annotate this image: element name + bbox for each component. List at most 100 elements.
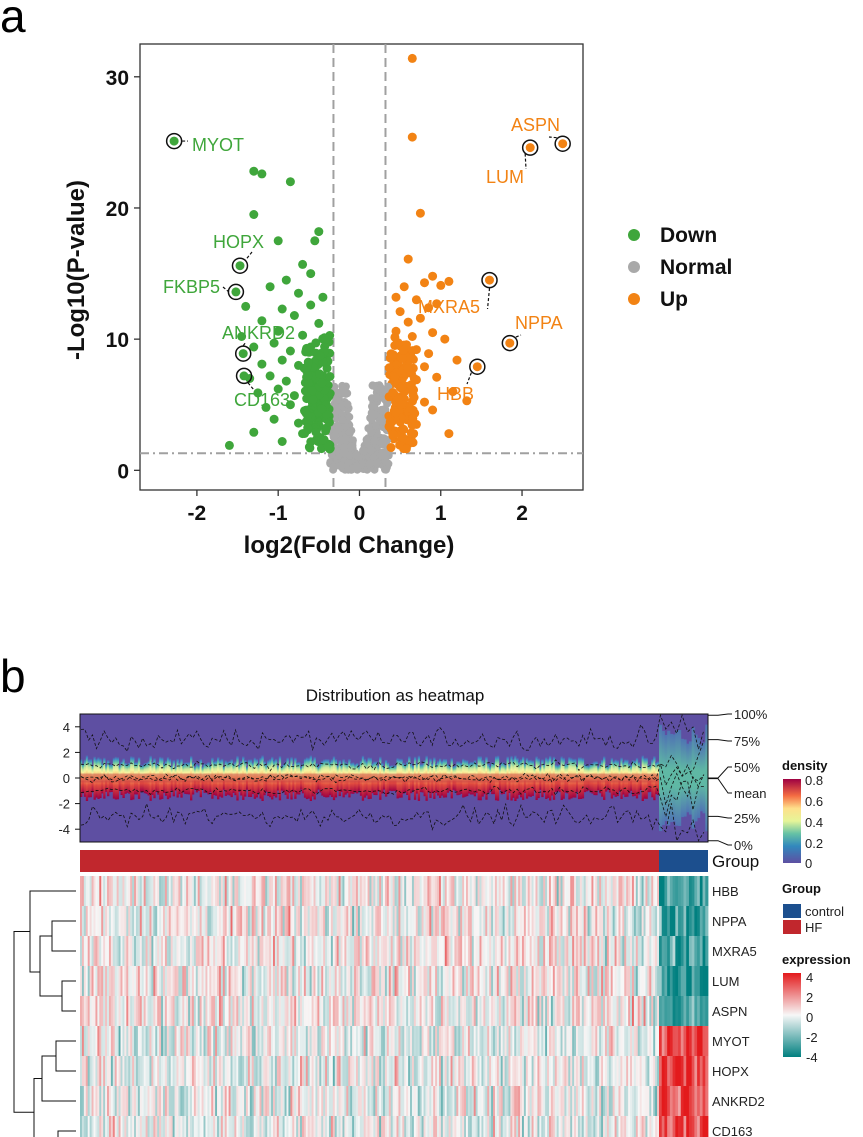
point-down: [266, 371, 275, 380]
expression-cell: [659, 1026, 662, 1056]
expression-cell: [692, 1026, 695, 1056]
point-up: [416, 209, 425, 218]
legend-swatch-normal: [628, 261, 640, 273]
expression-cell: [659, 1086, 662, 1116]
heatmap-title: Distribution as heatmap: [306, 686, 485, 705]
gene-row-label: CD163: [712, 1124, 752, 1137]
expression-cell: [697, 996, 700, 1026]
group-legend-title: Group: [782, 881, 821, 896]
density-legend: density 0.8 0.6 0.4 0.2 0: [782, 758, 828, 871]
group-legend-label-control: control: [805, 904, 844, 919]
point-up: [400, 282, 409, 291]
quantile-connector: [708, 740, 732, 741]
point-down: [303, 411, 312, 420]
expression-cell: [681, 1086, 684, 1116]
expression-cell: [694, 936, 697, 966]
expression-cell: [697, 1026, 700, 1056]
expression-cell: [705, 936, 708, 966]
group-legend-label-hf: HF: [805, 920, 822, 935]
density-column: [694, 735, 697, 822]
density-column: [686, 744, 689, 813]
expression-cell: [670, 996, 673, 1026]
expression-cell: [686, 876, 689, 906]
point-down: [249, 428, 258, 437]
quantile-label: 75%: [734, 734, 760, 749]
expression-cell: [675, 1056, 678, 1086]
point-down: [304, 358, 313, 367]
group-legend-swatch-hf: [783, 920, 801, 934]
expression-cell: [700, 996, 703, 1026]
panel-a-letter: a: [0, 0, 26, 42]
gene-label-myot: MYOT: [192, 135, 244, 155]
density-y-ticks: 420-2-4: [58, 720, 80, 837]
point-up: [407, 428, 416, 437]
point-up: [402, 444, 411, 453]
point-down: [278, 305, 287, 314]
quantile-label: mean: [734, 786, 767, 801]
expression-cell: [664, 1116, 667, 1137]
point-up: [526, 143, 535, 152]
group-legend: Group control HF: [782, 881, 844, 935]
volcano-legend: Down Normal Up: [628, 224, 732, 311]
expression-cell: [681, 906, 684, 936]
gene-row-label: HOPX: [712, 1064, 749, 1079]
expression-cell: [697, 1056, 700, 1086]
leader-line: [488, 288, 490, 309]
point-up: [444, 429, 453, 438]
point-up: [409, 406, 418, 415]
point-up: [408, 54, 417, 63]
point-down: [309, 395, 318, 404]
point-normal: [380, 437, 388, 445]
density-column: [667, 731, 670, 826]
point-up: [389, 430, 398, 439]
expression-cell: [694, 876, 697, 906]
expression-cell: [673, 1116, 676, 1137]
expression-cell: [670, 1026, 673, 1056]
expression-cell: [675, 936, 678, 966]
expression-cell: [667, 1086, 670, 1116]
point-down: [315, 351, 324, 360]
expression-cell: [686, 1056, 689, 1086]
point-down: [282, 377, 291, 386]
expression-cell: [673, 1086, 676, 1116]
point-down: [310, 236, 319, 245]
y-tick-label: 20: [106, 198, 129, 221]
expression-cell: [675, 966, 678, 996]
expression-cell: [659, 936, 662, 966]
dendrogram-branch: [52, 921, 76, 951]
point-normal: [373, 394, 381, 402]
expression-cell: [675, 1116, 678, 1137]
point-down: [311, 338, 320, 347]
quantile-label: 25%: [734, 811, 760, 826]
expression-cell: [689, 1026, 692, 1056]
point-down: [225, 441, 234, 450]
expression-cell: [703, 1026, 706, 1056]
gene-label-hopx: HOPX: [213, 232, 264, 252]
point-down: [315, 369, 324, 378]
density-legend-bar: [783, 779, 801, 863]
expression-cell: [684, 1056, 687, 1086]
expression-legend-title: expression: [782, 952, 851, 967]
expression-cell: [705, 966, 708, 996]
expression-cell: [705, 906, 708, 936]
dendrogram-branch: [62, 981, 76, 1011]
point-up: [432, 373, 441, 382]
point-up: [473, 362, 482, 371]
legend-swatch-up: [628, 293, 640, 305]
point-up: [402, 340, 411, 349]
expression-cell: [697, 936, 700, 966]
expression-cell: [686, 906, 689, 936]
expression-cell: [686, 1116, 689, 1137]
expression-cell: [667, 1116, 670, 1137]
point-down: [303, 371, 312, 380]
expression-cell: [675, 876, 678, 906]
dendrogram-branch: [42, 1056, 76, 1101]
expression-cell: [659, 876, 662, 906]
expression-cell: [692, 876, 695, 906]
expression-cell: [681, 966, 684, 996]
expression-cell: [689, 936, 692, 966]
expression-cell: [692, 906, 695, 936]
point-down: [314, 227, 323, 236]
expression-cell: [694, 996, 697, 1026]
